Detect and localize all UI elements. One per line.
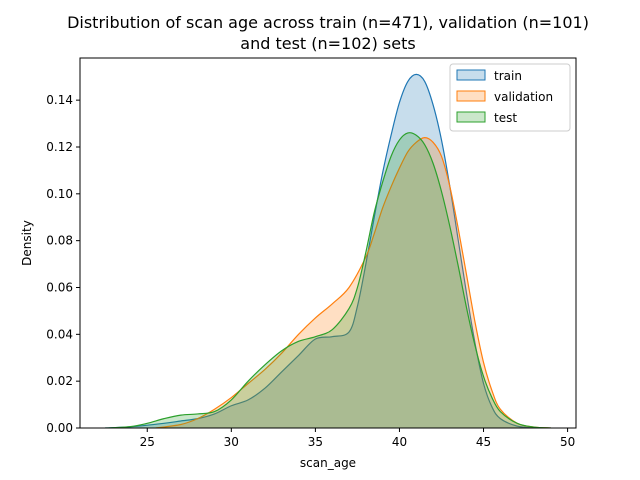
x-tick-label: 40 xyxy=(392,435,407,449)
legend-swatch-test xyxy=(456,111,486,123)
series-area-validation xyxy=(155,137,551,428)
chart-title-line2: and test (n=102) sets xyxy=(240,34,415,53)
legend-label-train: train xyxy=(494,69,522,83)
x-tick-label: 25 xyxy=(140,435,155,449)
chart-title-line1: Distribution of scan age across train (n… xyxy=(67,13,589,32)
legend-swatch-validation xyxy=(456,90,486,102)
x-tick-label: 45 xyxy=(476,435,491,449)
y-tick-label: 0.00 xyxy=(46,421,73,435)
y-tick-label: 0.04 xyxy=(46,327,73,341)
legend: train validation test xyxy=(449,63,571,132)
series-line-validation xyxy=(155,137,551,428)
x-tick-label: 35 xyxy=(308,435,323,449)
x-axis: 25 30 35 40 45 50 xyxy=(140,428,575,449)
x-tick-label: 50 xyxy=(560,435,575,449)
legend-label-validation: validation xyxy=(494,90,553,104)
y-tick-label: 0.08 xyxy=(46,234,73,248)
y-tick-label: 0.06 xyxy=(46,280,73,294)
plot-frame xyxy=(79,57,577,429)
y-axis: 0.00 0.02 0.04 0.06 0.08 0.10 0.12 0.14 xyxy=(46,93,80,435)
y-tick-label: 0.10 xyxy=(46,187,73,201)
y-axis-label: Density xyxy=(20,220,34,266)
legend-frame xyxy=(449,63,571,132)
x-axis-label: scan_age xyxy=(300,456,356,470)
y-tick-label: 0.12 xyxy=(46,140,73,154)
legend-label-test: test xyxy=(494,111,517,125)
series-layer xyxy=(105,73,551,428)
series-area-test xyxy=(105,132,551,428)
x-tick-label: 30 xyxy=(224,435,239,449)
legend-swatch-train xyxy=(456,69,486,81)
y-tick-label: 0.02 xyxy=(46,374,73,388)
series-area-train xyxy=(105,74,551,428)
y-tick-label: 0.14 xyxy=(46,93,73,107)
plot-area xyxy=(79,57,577,429)
series-line-test xyxy=(105,132,551,428)
